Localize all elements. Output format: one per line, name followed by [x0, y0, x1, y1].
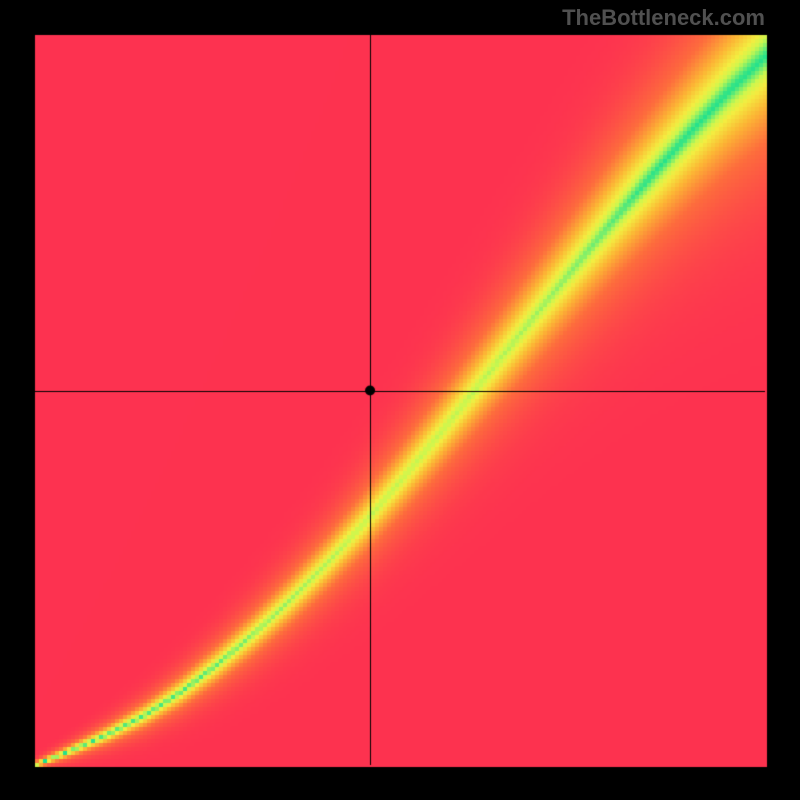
watermark-text: TheBottleneck.com: [562, 5, 765, 31]
chart-stage: TheBottleneck.com: [0, 0, 800, 800]
bottleneck-heatmap-canvas: [0, 0, 800, 800]
